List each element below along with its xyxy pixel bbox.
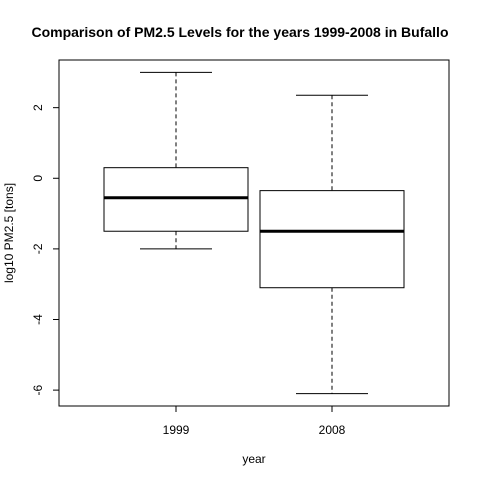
iqr-box (103, 167, 249, 232)
iqr-box (259, 190, 405, 289)
y-tick-label: -4 (31, 314, 45, 325)
x-axis: 1999 2008 (163, 405, 346, 437)
y-tick-label: -2 (31, 243, 45, 254)
y-axis-label: log10 PM2.5 [tons] (2, 183, 16, 283)
x-axis-label: year (242, 452, 265, 466)
y-tick-label: 2 (31, 104, 45, 111)
box-2008 (259, 94, 405, 395)
box-1999 (103, 71, 249, 250)
y-axis: -6 -4 -2 0 2 (31, 104, 60, 395)
chart-title: Comparison of PM2.5 Levels for the years… (31, 24, 448, 40)
y-tick-label: 0 (31, 175, 45, 182)
boxes-group (103, 71, 405, 395)
x-tick-label: 2008 (319, 423, 346, 437)
y-tick-label: -6 (31, 384, 45, 395)
x-tick-label: 1999 (163, 423, 190, 437)
